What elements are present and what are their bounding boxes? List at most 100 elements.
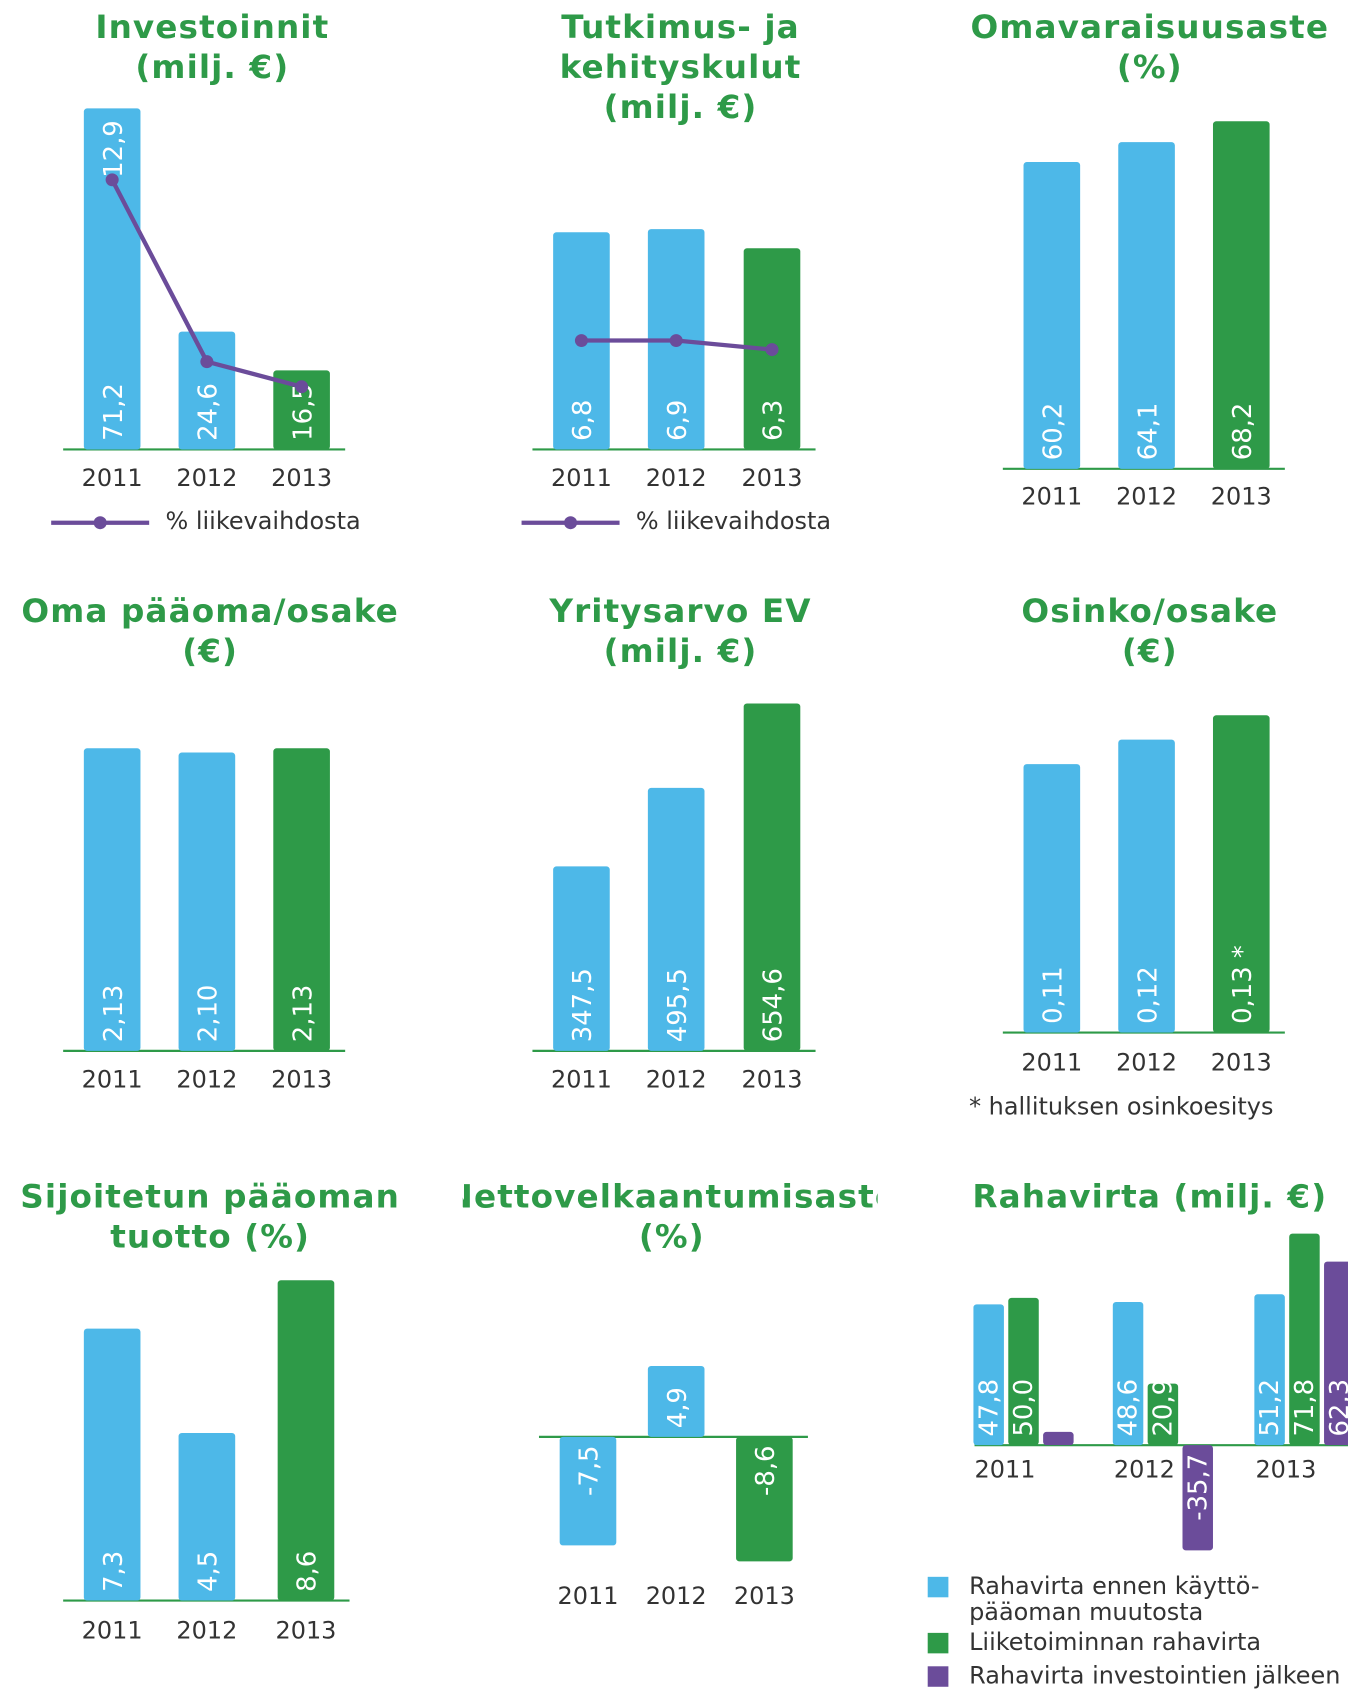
bar	[1118, 142, 1175, 469]
chart-title: Oma pääoma/osake(€)	[21, 592, 397, 670]
bar	[647, 1365, 705, 1437]
legend-marker	[93, 516, 107, 530]
line-point	[765, 343, 779, 357]
bar	[83, 108, 141, 450]
bar	[178, 1432, 236, 1601]
bar	[277, 1280, 335, 1601]
value-label: 654,6	[759, 968, 789, 1042]
value-label: 24,6	[193, 383, 223, 441]
value-label: 50,0	[1009, 1379, 1039, 1437]
legend-label: % liikevaihdosta	[166, 507, 361, 535]
x-tick-label: 2012	[646, 1582, 707, 1610]
value-label: 2,13	[99, 985, 129, 1043]
x-tick-label: 2011	[551, 1066, 612, 1094]
x-tick-label: 2012	[1116, 483, 1177, 511]
bar	[736, 1436, 793, 1562]
chart-title: Rahavirta (milj. €)	[972, 1178, 1327, 1216]
bar	[1324, 1261, 1348, 1446]
chart-title-line: Sijoitetun pääoman	[20, 1178, 400, 1216]
x-tick-label: 2013	[271, 1066, 332, 1094]
chart-title-line: Nettovelkaantumisaste	[446, 1178, 899, 1216]
bar	[973, 1304, 1004, 1446]
x-tick-label: 2013	[1211, 1048, 1272, 1076]
chart-title-line: (milj. €)	[604, 632, 758, 670]
value-label: 51,2	[1255, 1379, 1285, 1437]
line-point	[669, 334, 683, 347]
chart-title-line: Rahavirta (milj. €)	[972, 1178, 1327, 1216]
legend-swatch	[927, 1576, 949, 1598]
bar	[647, 787, 705, 1051]
x-tick-label: 2013	[271, 464, 332, 492]
bar	[1118, 739, 1175, 1033]
line-value-label: 1,2	[663, 179, 693, 220]
legend-label: Rahavirta ennen käyttö-	[969, 1572, 1259, 1600]
x-tick-label: 2011	[551, 464, 612, 492]
chart-title-line: Omavaraisuusaste	[971, 8, 1330, 46]
chart-title: Omavaraisuusaste(%)	[971, 8, 1330, 86]
chart-panel: Investoinnit(milj. €)71,2201124,6201216,…	[51, 8, 361, 535]
line-value-label: 4,2	[193, 282, 223, 323]
value-label: 20,9	[1148, 1379, 1178, 1437]
x-tick-label: 2011	[82, 1066, 143, 1094]
value-label: 71,8	[1290, 1379, 1320, 1437]
line-point	[574, 334, 588, 347]
value-label: 71,2	[99, 383, 129, 441]
line-value-label: 12,9	[99, 120, 129, 178]
value-label: 62,3	[1325, 1379, 1348, 1437]
legend-label: pääoman muutosta	[969, 1598, 1203, 1626]
bar	[1182, 1445, 1213, 1551]
value-label: 4,5	[193, 1551, 223, 1592]
chart-panel: Oma pääoma/osake(€) 2,13 2011 2,10 2012 2,13 2…	[21, 592, 397, 1094]
x-tick-label: 2012	[1114, 1456, 1175, 1484]
value-label: -35,7	[1183, 1454, 1213, 1521]
bar	[1289, 1233, 1320, 1446]
value-label: 347,5	[568, 968, 598, 1042]
chart-title: Nettovelkaantumisaste(%)	[446, 1178, 899, 1256]
bar	[83, 748, 141, 1051]
chart-title-line: Tutkimus- ja	[561, 8, 799, 46]
chart-panel: Nettovelkaantumisaste(%) -7,5 2011 4,9 2012 -…	[446, 1178, 899, 1610]
bar	[1008, 1297, 1039, 1446]
value-label: 0,13 *	[1228, 945, 1258, 1024]
chart-panel: Rahavirta (milj. €) 2011 2012 2013 47,8 48,6 5…	[927, 1178, 1348, 1690]
x-tick-label: 2013	[275, 1616, 336, 1644]
bar	[1023, 764, 1081, 1033]
value-label: 6,3	[759, 400, 789, 441]
x-tick-label: 2012	[176, 464, 237, 492]
value-label: 6,8	[568, 400, 598, 441]
value-label: -7,5	[575, 1445, 605, 1495]
chart-title-line: kehityskulut	[560, 48, 802, 86]
bar	[1147, 1383, 1179, 1446]
bar	[1043, 1431, 1074, 1446]
value-label: 8,6	[293, 1551, 323, 1592]
value-label: 64,1	[1133, 403, 1163, 461]
x-tick-label: 2013	[1255, 1456, 1316, 1484]
x-tick-label: 2011	[82, 464, 143, 492]
legend-label: Liiketoiminnan rahavirta	[969, 1628, 1261, 1656]
chart-title-line: (€)	[1122, 632, 1178, 670]
x-tick-label: 2011	[557, 1582, 618, 1610]
line-point	[200, 355, 214, 369]
chart-title-line: (€)	[182, 632, 238, 670]
x-tick-label: 2012	[646, 464, 707, 492]
value-label: 2,13	[288, 985, 318, 1043]
x-tick-label: 2012	[176, 1616, 237, 1644]
bar	[178, 331, 236, 450]
chart-title-line: (milj. €)	[135, 48, 289, 86]
legend-swatch	[927, 1666, 949, 1687]
x-tick-label: 2011	[975, 1456, 1036, 1484]
x-tick-label: 2011	[1021, 483, 1082, 511]
chart-title-line: (milj. €)	[604, 88, 758, 126]
x-tick-label: 2013	[742, 1066, 803, 1094]
chart-title: Investoinnit(milj. €)	[95, 8, 328, 86]
line-point	[105, 173, 119, 187]
value-label: 7,3	[99, 1551, 129, 1592]
bar	[273, 370, 330, 450]
value-label: 495,5	[663, 968, 693, 1042]
value-label: 4,5	[1044, 1384, 1074, 1425]
x-tick-label: 2012	[1116, 1048, 1177, 1076]
